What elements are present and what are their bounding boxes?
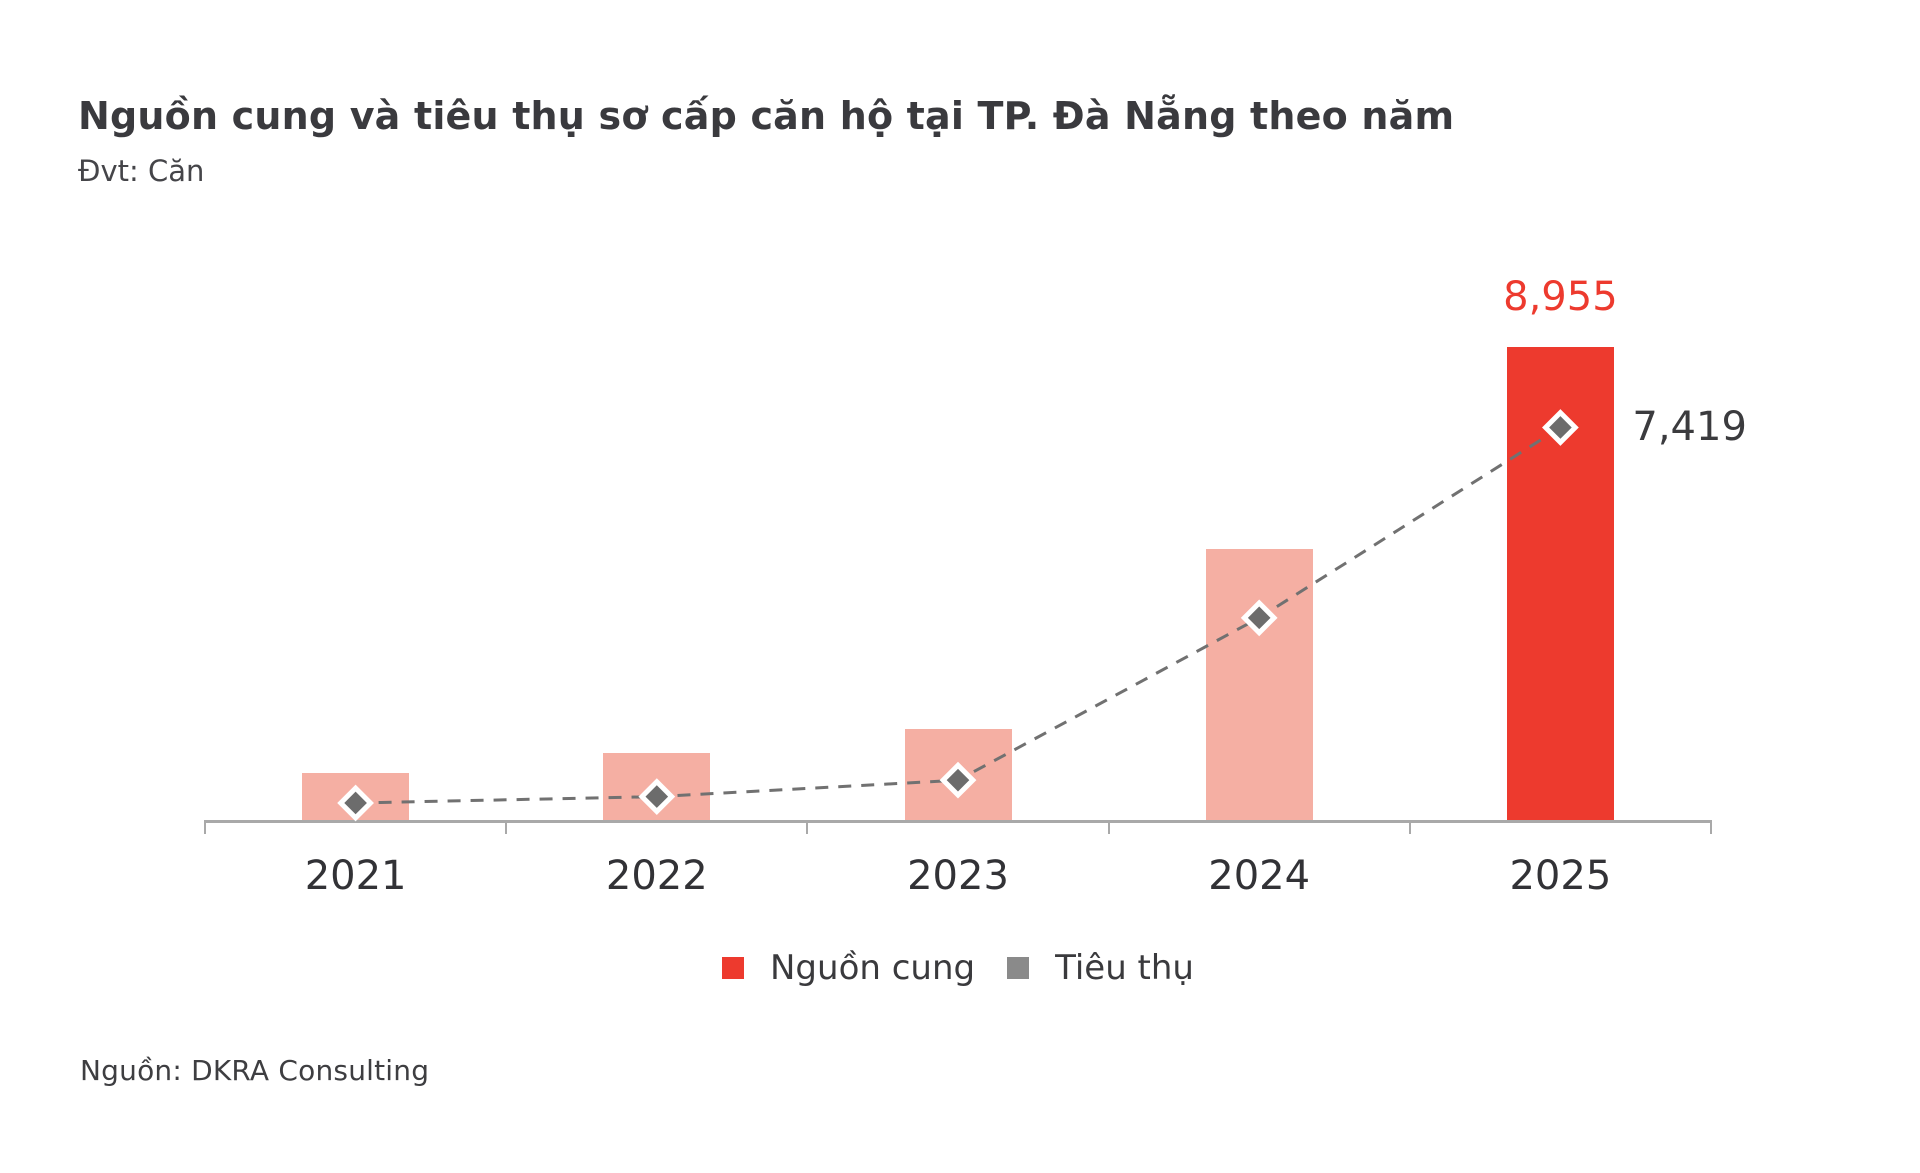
consumption-marker-2021	[337, 784, 374, 822]
x-axis-label-2023: 2023	[907, 853, 1009, 899]
chart-title: Nguồn cung và tiêu thụ sơ cấp căn hộ tại…	[78, 94, 1455, 138]
consumption-line	[355, 426, 1562, 805]
x-axis-label-2024: 2024	[1208, 853, 1311, 899]
legend-label: Nguồn cung	[770, 948, 976, 988]
consumption-marker-2022	[638, 778, 676, 815]
x-axis-tick	[1710, 820, 1712, 834]
legend-item-supply: Nguồn cung	[722, 944, 975, 992]
legend: Nguồn cung Tiêu thụ	[205, 942, 1711, 994]
x-axis-label-2025: 2025	[1509, 853, 1612, 899]
x-axis-tick	[1408, 820, 1411, 834]
consumption-swatch-icon	[1007, 957, 1030, 979]
supply-swatch-icon	[722, 957, 744, 979]
consumption-marker-2024	[1240, 599, 1278, 637]
legend-label: Tiêu thụ	[1055, 948, 1194, 988]
x-axis-label-2021: 2021	[304, 853, 407, 899]
consumption-marker-2025	[1542, 409, 1579, 446]
consumption-value-label-2025: 7,419	[1632, 404, 1747, 451]
supply-bar-2024	[1205, 549, 1313, 822]
x-axis-line	[205, 820, 1711, 823]
supply-value-label-2025: 8,955	[1503, 274, 1618, 320]
source-note: Nguồn: DKRA Consulting	[80, 1054, 430, 1087]
consumption-marker-2023	[939, 761, 977, 799]
unit-label: Đvt: Căn	[78, 154, 205, 188]
x-axis-label-2022: 2022	[605, 853, 708, 899]
legend-item-consumption: Tiêu thụ	[1007, 944, 1194, 992]
x-axis-tick	[204, 820, 206, 834]
x-axis-tick	[1107, 820, 1110, 834]
x-axis-tick	[505, 820, 508, 834]
x-axis-tick	[806, 820, 809, 834]
